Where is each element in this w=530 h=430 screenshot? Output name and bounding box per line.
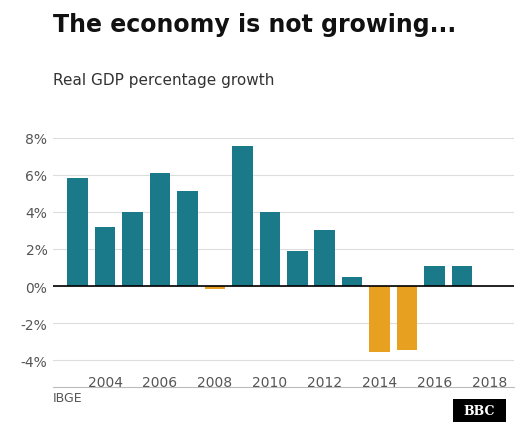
Bar bbox=[205, 286, 225, 289]
Bar bbox=[397, 286, 417, 350]
Bar bbox=[314, 231, 335, 286]
Text: Real GDP percentage growth: Real GDP percentage growth bbox=[53, 73, 275, 88]
Bar bbox=[452, 266, 472, 286]
Bar bbox=[342, 277, 363, 286]
Bar bbox=[287, 251, 307, 286]
Bar bbox=[177, 192, 198, 286]
Bar bbox=[369, 286, 390, 352]
Text: IBGE: IBGE bbox=[53, 391, 83, 404]
Bar bbox=[424, 266, 445, 286]
Bar bbox=[122, 212, 143, 286]
Bar bbox=[260, 212, 280, 286]
Bar bbox=[67, 178, 88, 286]
Text: BBC: BBC bbox=[464, 404, 496, 417]
Bar bbox=[150, 173, 170, 286]
Bar bbox=[95, 227, 116, 286]
Bar bbox=[232, 147, 253, 286]
Text: The economy is not growing...: The economy is not growing... bbox=[53, 13, 456, 37]
